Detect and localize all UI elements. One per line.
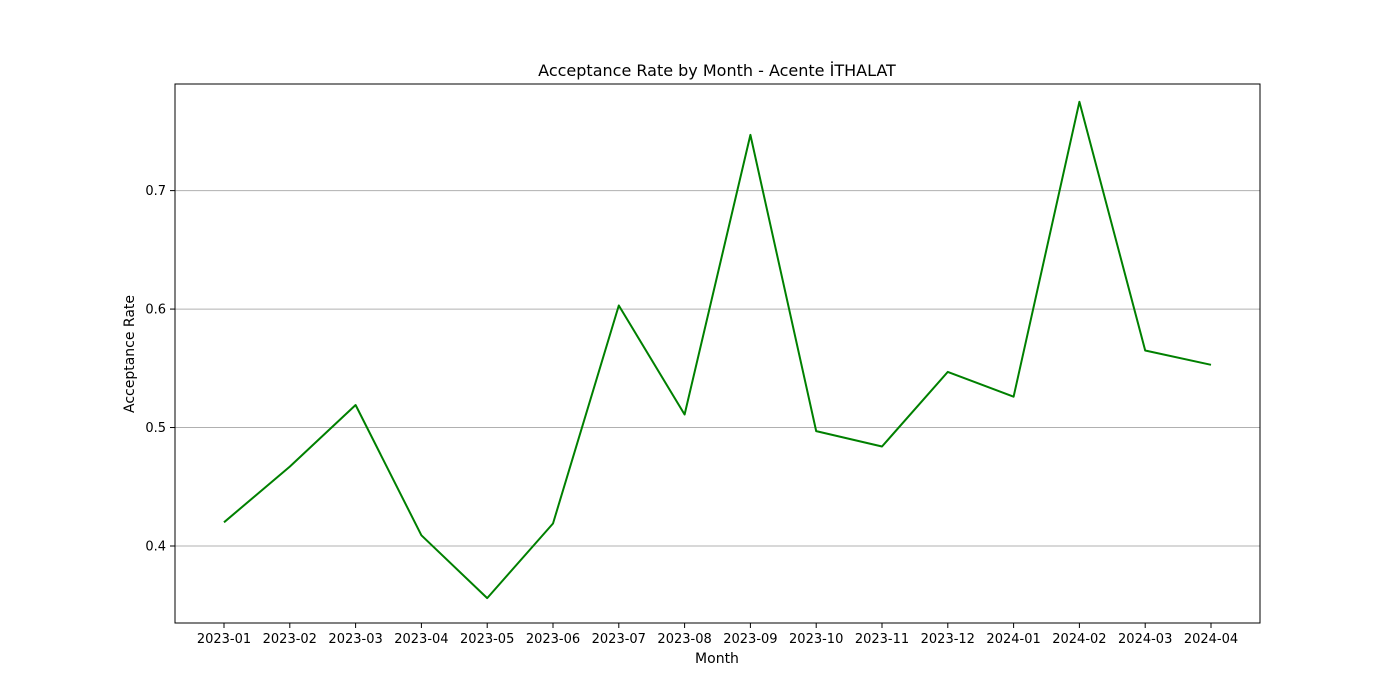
y-tick-label: 0.6 [145, 303, 166, 318]
x-tick-label: 2023-03 [328, 632, 382, 647]
y-axis-label: Acceptance Rate [122, 295, 138, 413]
x-tick-label: 2024-03 [1118, 632, 1172, 647]
x-tick-label: 2023-05 [460, 632, 514, 647]
x-tick-label: 2023-09 [723, 632, 777, 647]
x-tick-label: 2023-07 [592, 632, 646, 647]
x-tick-label: 2023-10 [789, 632, 843, 647]
series-layer [223, 100, 1212, 600]
x-tick-label: 2024-01 [986, 632, 1040, 647]
x-tick-label: 2023-06 [526, 632, 580, 647]
plot-frame [174, 83, 1261, 624]
x-tick-label: 2024-04 [1184, 632, 1238, 647]
x-axis-label: Month [695, 651, 739, 667]
x-tick-label: 2023-04 [394, 632, 448, 647]
x-tick-label: 2023-01 [197, 632, 251, 647]
chart-title: Acceptance Rate by Month - Acente İTHALA… [538, 61, 896, 80]
series-line-0 [223, 100, 1212, 600]
grid-lines [175, 190, 1260, 547]
x-tick-label: 2023-11 [855, 632, 909, 647]
x-tick-label: 2023-12 [921, 632, 975, 647]
y-tick-label: 0.5 [145, 421, 166, 436]
x-tick-label: 2024-02 [1052, 632, 1106, 647]
y-tick-label: 0.4 [145, 540, 166, 555]
x-tick-label: 2023-02 [263, 632, 317, 647]
x-tick-label: 2023-08 [657, 632, 711, 647]
y-axis-ticks: 0.4 0.5 0.6 0.7 [145, 184, 175, 555]
y-tick-label: 0.7 [145, 184, 166, 199]
x-axis-ticks: 2023-01 2023-02 2023-03 2023-04 2023-05 2023-… [197, 623, 1238, 647]
